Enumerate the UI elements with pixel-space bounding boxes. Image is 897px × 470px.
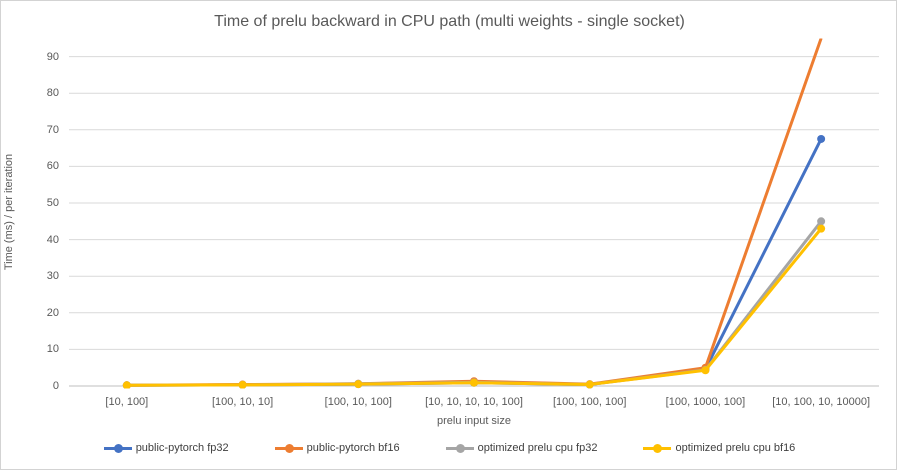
series-line (126, 138, 823, 387)
data-point-marker (585, 380, 594, 389)
chart-legend: public-pytorch fp32 public-pytorch bf16 op… (1, 442, 896, 454)
legend-item: optimized prelu cpu fp32 (445, 442, 598, 454)
legend-item: public-pytorch bf16 (274, 442, 400, 454)
data-point-marker (817, 134, 826, 143)
y-axis-title: Time (ms) / per iteration (3, 153, 15, 271)
data-point-marker (238, 380, 247, 389)
x-tick-label: [100, 10, 10] (211, 396, 274, 408)
y-tick-label: 60 (46, 160, 59, 173)
x-tick-label: [100, 100, 100] (553, 396, 627, 408)
series-line (126, 220, 823, 387)
y-tick-label: 80 (46, 87, 59, 100)
y-tick-label: 40 (46, 233, 59, 246)
y-tick-label: 90 (46, 50, 59, 63)
x-tick-label: [10, 100] (105, 396, 149, 408)
y-tick-label: 50 (46, 197, 59, 209)
chart-title: Time of prelu backward in CPU path (mult… (214, 13, 685, 30)
data-point-marker (701, 366, 710, 375)
series-line (126, 38, 823, 387)
y-tick-label: 70 (46, 123, 59, 136)
legend-line-marker-icon (643, 443, 672, 453)
y-tick-label: 20 (46, 306, 59, 319)
series-line (126, 227, 823, 387)
data-point-marker (817, 224, 826, 233)
x-axis-title: prelu input size (437, 415, 511, 427)
legend-label: optimized prelu cpu bf16 (675, 442, 796, 454)
data-point-marker (354, 380, 363, 389)
x-tick-label: [10, 10, 10, 10, 100] (425, 396, 523, 408)
y-tick-label: 30 (46, 270, 59, 283)
data-point-marker (470, 378, 478, 387)
legend-item: public-pytorch fp32 (103, 442, 229, 454)
data-point-marker (817, 217, 826, 226)
x-tick-label: [100, 1000, 100] (665, 396, 746, 408)
y-tick-label: 10 (46, 343, 59, 356)
legend-label: public-pytorch bf16 (306, 442, 400, 454)
legend-item: optimized prelu cpu bf16 (643, 442, 795, 454)
legend-line-marker-icon (445, 443, 474, 453)
legend-line-marker-icon (274, 443, 303, 453)
legend-line-marker-icon (103, 443, 132, 453)
x-tick-label: [10, 100, 10, 10000] (772, 396, 871, 408)
x-tick-label: [100, 10, 100] (324, 396, 392, 408)
legend-label: optimized prelu cpu fp32 (477, 442, 598, 454)
data-point-marker (122, 381, 131, 389)
y-tick-label: 0 (52, 380, 59, 392)
legend-label: public-pytorch fp32 (135, 442, 229, 454)
